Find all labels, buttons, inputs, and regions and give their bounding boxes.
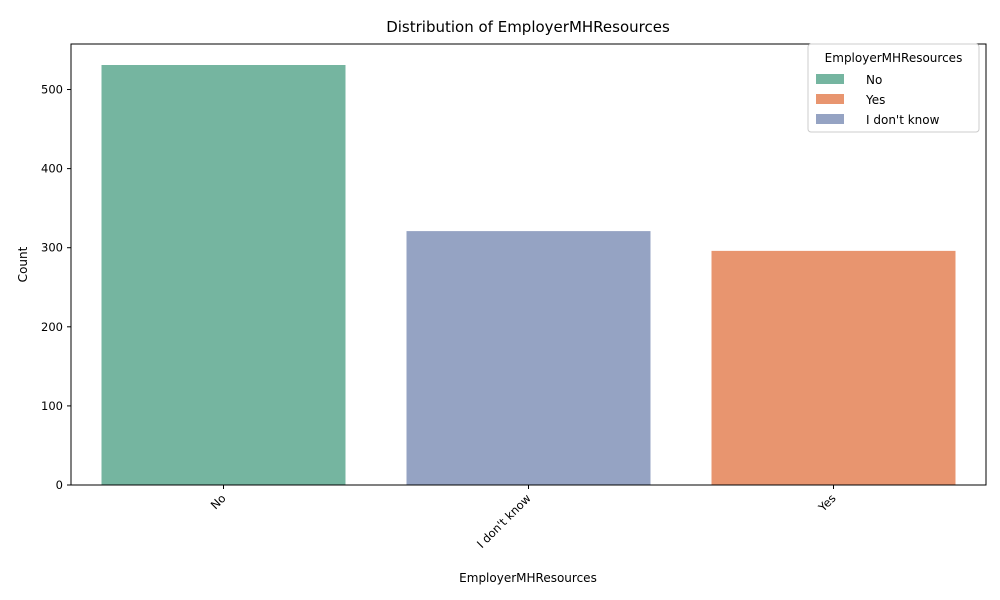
y-axis-label: Count	[16, 246, 30, 282]
x-axis-label: EmployerMHResources	[459, 571, 597, 585]
legend-swatch	[816, 94, 844, 104]
bar-no	[101, 65, 346, 485]
x-tick-label: Yes	[815, 491, 839, 515]
legend-title: EmployerMHResources	[825, 51, 963, 65]
y-axis: 0 100 200 300 400 500	[41, 83, 71, 492]
x-axis: No I don't know Yes	[208, 485, 839, 551]
legend-label: Yes	[865, 93, 885, 107]
legend-entries: No Yes I don't know	[816, 73, 940, 127]
y-tick-label: 300	[41, 241, 63, 255]
legend: EmployerMHResources No Yes I don't know	[807, 43, 980, 133]
legend-box	[807, 43, 980, 133]
y-tick-label: 0	[56, 478, 63, 492]
legend-swatch	[816, 114, 844, 124]
bars-layer	[101, 65, 956, 485]
y-tick-label: 400	[41, 162, 63, 176]
plot-frame	[70, 43, 987, 486]
chart-title: Distribution of EmployerMHResources	[386, 18, 670, 36]
y-tick-label: 200	[41, 320, 63, 334]
x-tick-label: I don't know	[474, 491, 534, 551]
legend-label: I don't know	[866, 113, 940, 127]
y-tick-label: 100	[41, 399, 63, 413]
legend-label: No	[866, 73, 882, 87]
bar-yes	[711, 250, 956, 485]
legend-swatch	[816, 74, 844, 84]
bar-i-don-t-know	[406, 231, 651, 485]
x-tick-label: No	[208, 491, 229, 512]
y-tick-label: 500	[41, 83, 63, 97]
